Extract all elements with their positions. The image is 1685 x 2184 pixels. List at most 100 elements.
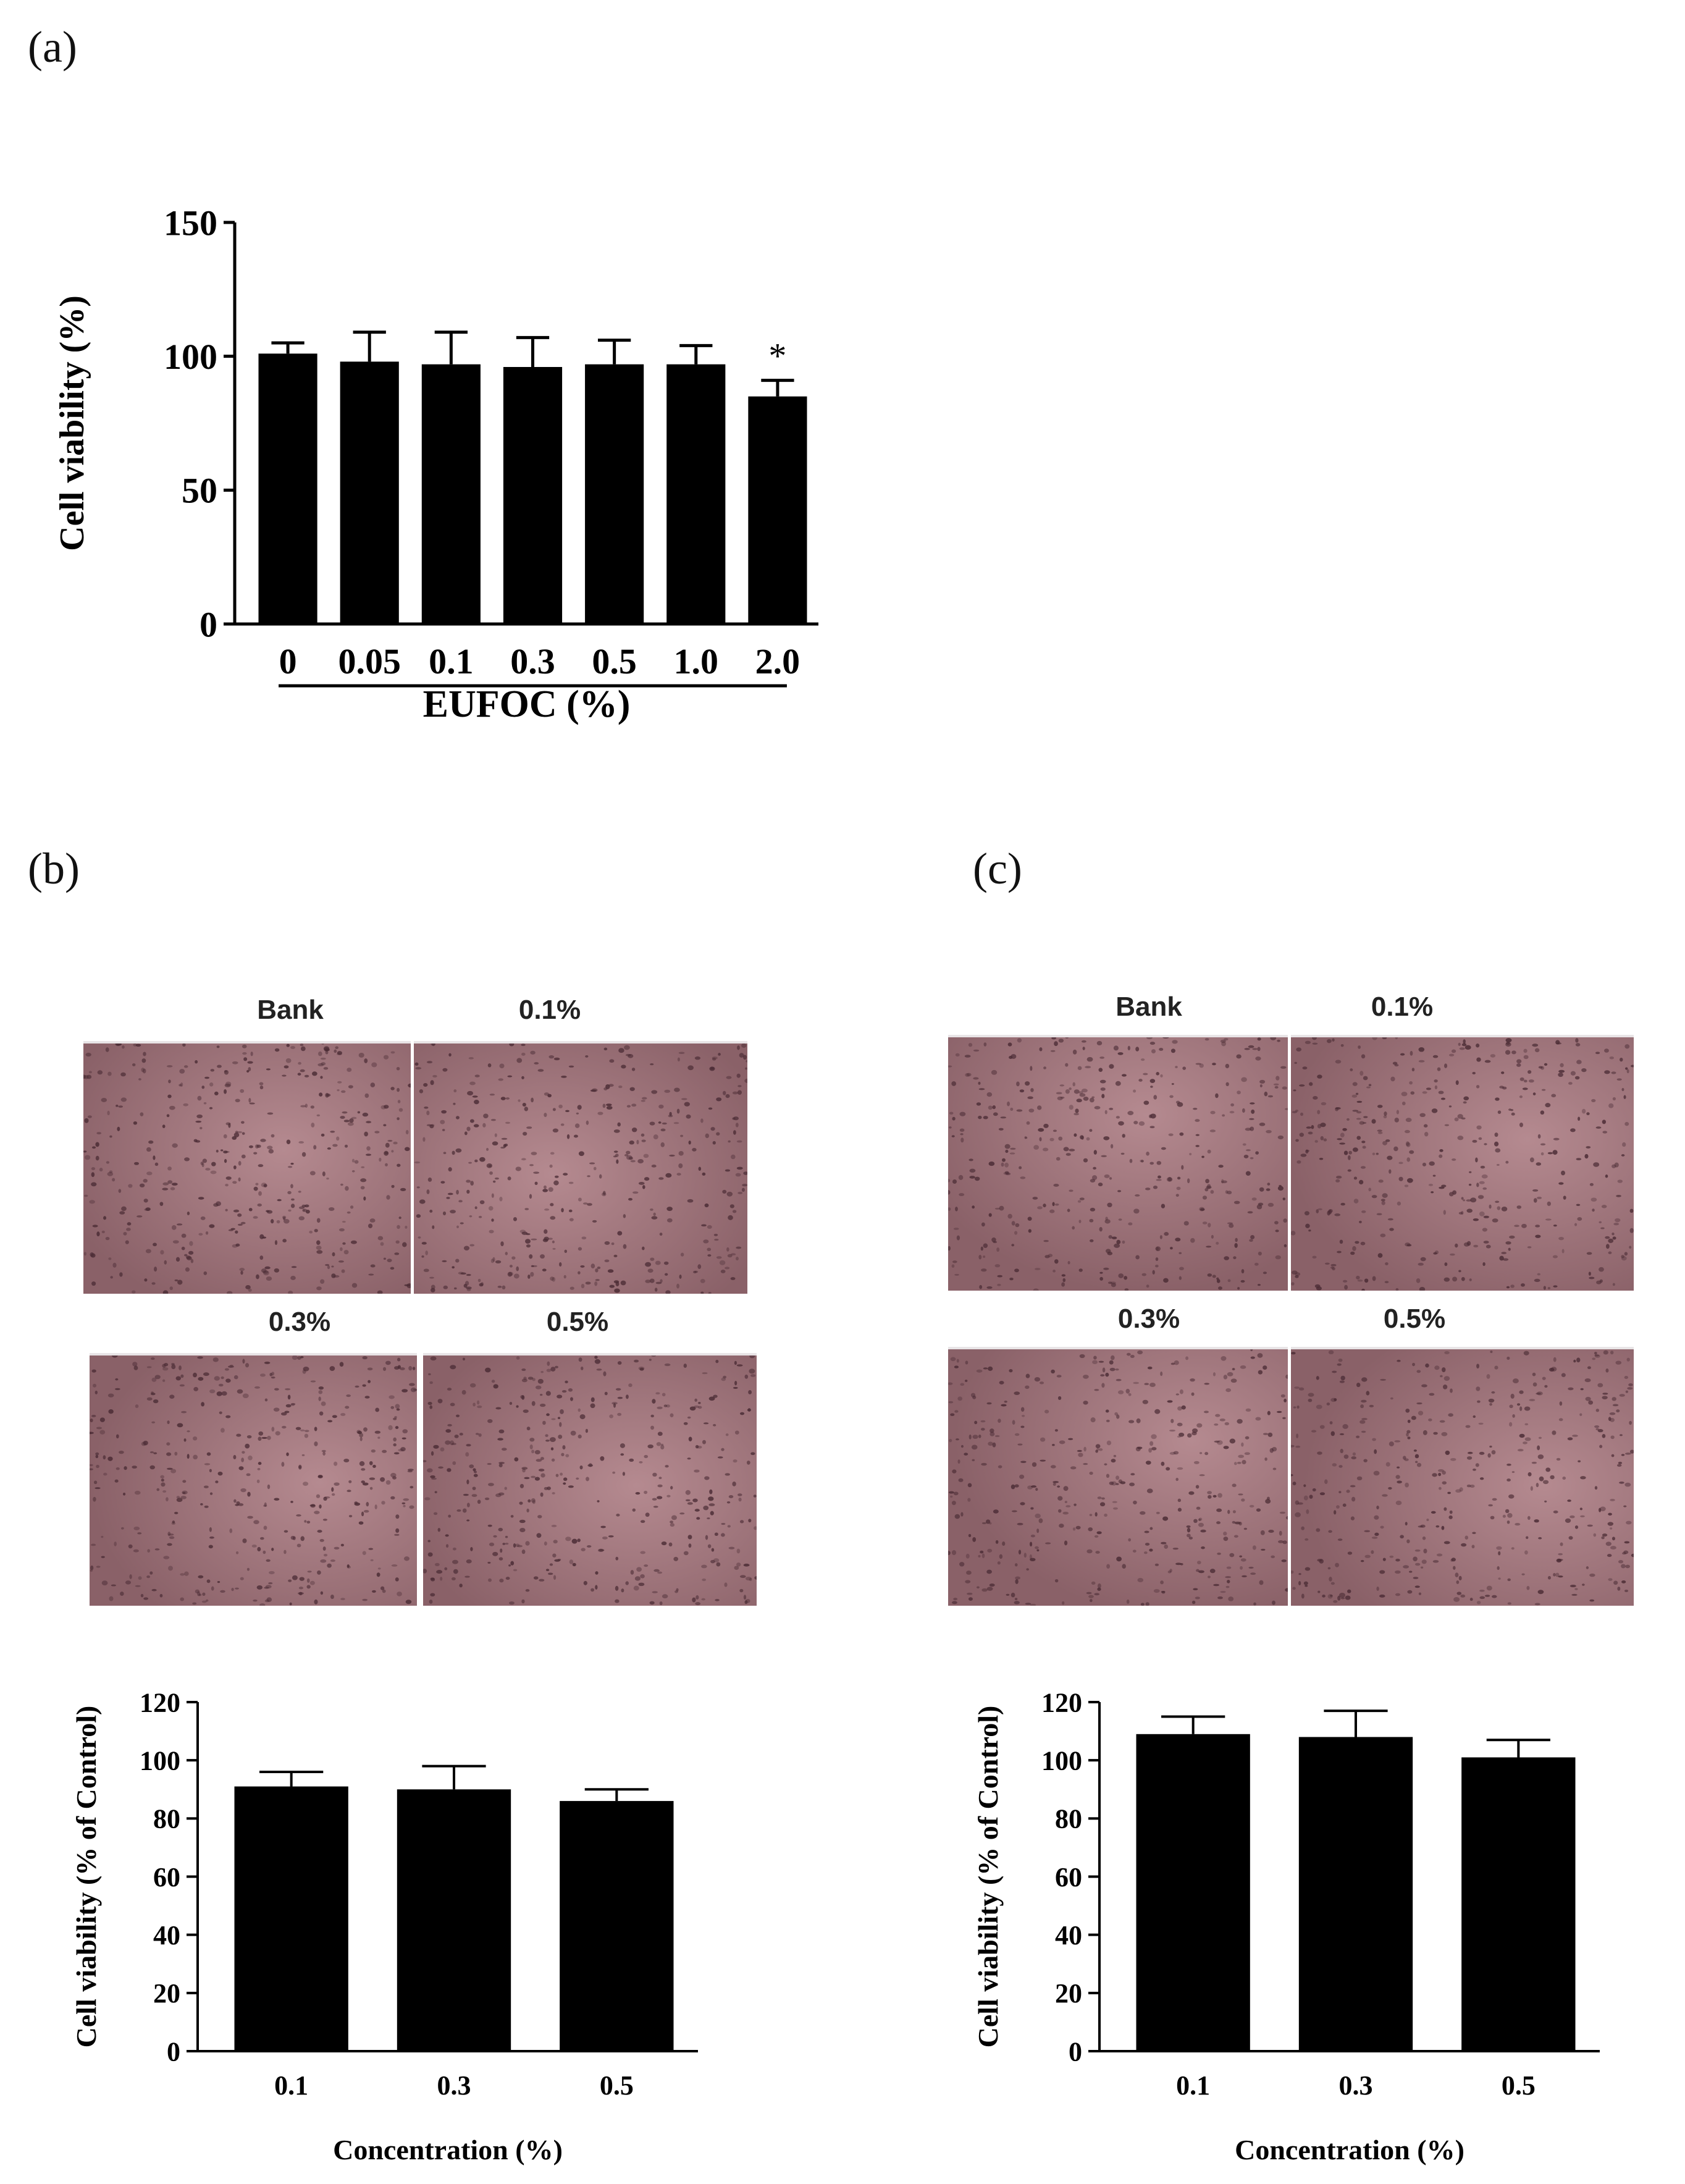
cell-dot	[1094, 1106, 1101, 1110]
cell-dot	[1379, 1594, 1385, 1598]
cell-dot	[1418, 1525, 1423, 1528]
cell-dot	[1476, 1364, 1480, 1368]
cell-dot	[1616, 1078, 1622, 1081]
cell-dot	[326, 1178, 329, 1180]
cell-dot	[1259, 1580, 1264, 1585]
cell-dot	[95, 1142, 99, 1147]
cell-dot	[702, 1372, 708, 1375]
cell-dot	[1101, 1497, 1105, 1500]
cell-dot	[746, 1461, 750, 1465]
cell-dot	[324, 1047, 329, 1052]
cell-dot	[1109, 1367, 1116, 1372]
cell-dot	[320, 1559, 327, 1563]
cell-dot	[1469, 1171, 1472, 1173]
cell-dot	[214, 1091, 219, 1096]
cell-dot	[956, 1438, 959, 1441]
cell-dot	[296, 1514, 301, 1517]
cell-dot	[1342, 1280, 1348, 1283]
cell-dot	[494, 1133, 497, 1137]
micrograph-c-3	[948, 1347, 1288, 1606]
cell-dot	[710, 1127, 715, 1131]
cell-dot	[91, 1281, 96, 1286]
cell-dot	[377, 1567, 381, 1570]
cell-dot	[161, 1478, 164, 1482]
cell-dot	[1188, 1491, 1195, 1495]
cell-dot	[1524, 1423, 1529, 1425]
cell-dot	[340, 1247, 343, 1252]
cell-dot	[565, 1380, 568, 1383]
cell-dot	[416, 1214, 421, 1218]
cell-dot	[1000, 1116, 1007, 1119]
cell-dot	[697, 1264, 702, 1270]
cell-dot	[1432, 1174, 1436, 1177]
cell-dot	[1597, 1429, 1603, 1433]
cell-dot	[327, 1265, 330, 1270]
cell-dot	[1279, 1530, 1282, 1536]
cell-dot	[1488, 1504, 1493, 1507]
cell-dot	[1224, 1256, 1230, 1260]
cell-dot	[1387, 1155, 1393, 1160]
cell-dot	[290, 1402, 296, 1406]
cell-dot	[1214, 1440, 1220, 1443]
cell-dot	[1420, 1257, 1426, 1262]
cell-dot	[568, 1065, 574, 1068]
cell-dot	[380, 1242, 384, 1246]
cell-dot	[288, 1579, 292, 1582]
cell-dot	[1482, 1187, 1487, 1190]
cell-dot	[1133, 1121, 1138, 1124]
cell-dot	[505, 1577, 510, 1580]
cell-dot	[1234, 1243, 1238, 1248]
cell-dot	[531, 1475, 536, 1478]
cell-dot	[639, 1367, 644, 1371]
cell-dot	[1023, 1553, 1027, 1558]
cell-dot	[342, 1221, 346, 1223]
cell-dot	[1448, 1413, 1453, 1417]
cell-dot	[317, 1051, 322, 1056]
cell-dot	[371, 1062, 377, 1068]
cell-dot	[1069, 1087, 1072, 1090]
cell-dot	[321, 1401, 326, 1406]
cell-dot	[403, 1504, 406, 1507]
cell-dot	[642, 1185, 645, 1189]
cell-dot	[1394, 1064, 1399, 1067]
cell-dot	[395, 1240, 400, 1244]
cell-dot	[1213, 1583, 1220, 1587]
cell-dot	[959, 1193, 965, 1197]
cell-dot	[1156, 1161, 1162, 1165]
cell-dot	[405, 1129, 409, 1135]
cell-dot	[322, 1171, 326, 1177]
cell-dot	[133, 1121, 138, 1125]
cell-dot	[359, 1433, 364, 1438]
cell-dot	[1303, 1484, 1306, 1487]
cell-dot	[1019, 1474, 1025, 1479]
cell-dot	[1405, 1118, 1412, 1123]
cell-dot	[1238, 1493, 1243, 1496]
cell-dot	[630, 1160, 636, 1163]
cell-dot	[1107, 1202, 1112, 1208]
cell-dot	[1255, 1417, 1261, 1421]
cell-dot	[271, 1377, 275, 1379]
cell-dot	[1371, 1195, 1377, 1199]
cell-dot	[976, 1102, 981, 1106]
cell-dot	[1599, 1279, 1603, 1283]
cell-dot	[489, 1171, 493, 1175]
cell-dot	[634, 1576, 641, 1581]
cell-dot	[450, 1440, 455, 1446]
cell-dot	[1348, 1155, 1351, 1160]
cell-dot	[1376, 1587, 1379, 1592]
cell-dot	[133, 1549, 139, 1553]
cell-dot	[1626, 1520, 1632, 1525]
cell-dot	[209, 1469, 212, 1473]
cell-dot	[1259, 1084, 1263, 1087]
cell-dot	[340, 1116, 345, 1119]
cell-dot	[1257, 1037, 1261, 1041]
cell-dot	[1521, 1223, 1527, 1228]
cell-dot	[487, 1561, 491, 1564]
cell-dot	[473, 1474, 478, 1477]
cell-dot	[1142, 1399, 1148, 1404]
cell-dot	[1317, 1208, 1322, 1210]
cell-dot	[507, 1075, 513, 1077]
cell-dot	[335, 1046, 339, 1050]
cell-dot	[412, 1367, 416, 1370]
cell-dot	[1112, 1501, 1117, 1503]
